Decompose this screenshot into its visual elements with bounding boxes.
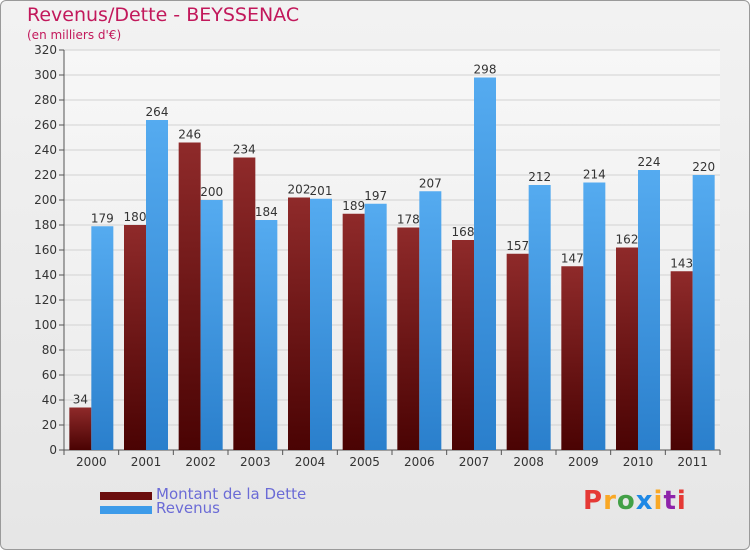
bar-revenus	[255, 220, 278, 450]
bar-revenus	[146, 120, 168, 450]
y-tick-label: 220	[34, 168, 57, 182]
y-tick-label: 140	[34, 268, 57, 282]
x-tick-label: 2007	[459, 455, 490, 469]
bar-revenus	[474, 77, 496, 450]
data-label-revenus: 207	[419, 176, 442, 190]
chart-title: Revenus/Dette - BEYSSENAC	[27, 4, 300, 26]
data-label-revenus: 298	[474, 63, 497, 77]
data-label-dette: 202	[288, 183, 311, 197]
chart-subtitle: (en milliers d'€)	[27, 28, 122, 42]
data-label-dette: 246	[178, 128, 201, 142]
y-tick-label: 280	[34, 93, 57, 107]
y-tick-label: 300	[34, 68, 57, 82]
logo-letter: t	[663, 486, 677, 516]
x-tick-label: 2000	[76, 455, 107, 469]
logo-letter: r	[603, 486, 617, 516]
bar-dette	[233, 157, 256, 450]
bar-revenus	[692, 175, 715, 450]
bar-dette	[397, 227, 420, 450]
bar-revenus	[583, 182, 606, 450]
legend-label-dette: Montant de la Dette	[156, 485, 307, 503]
x-tick-label: 2009	[568, 455, 599, 469]
data-label-revenus: 179	[91, 211, 114, 225]
bar-dette	[670, 271, 693, 450]
bar-dette	[342, 213, 365, 450]
data-label-dette: 168	[452, 225, 475, 239]
legend-label-revenus: Revenus	[156, 499, 220, 517]
bar-revenus	[638, 170, 660, 450]
y-tick-label: 40	[42, 393, 57, 407]
data-label-dette: 162	[616, 233, 639, 247]
x-tick-label: 2003	[240, 455, 271, 469]
data-label-revenus: 264	[146, 105, 169, 119]
logo-letter: i	[653, 486, 664, 516]
bar-revenus	[91, 226, 114, 450]
data-label-dette: 180	[124, 210, 147, 224]
x-tick-label: 2004	[295, 455, 326, 469]
logo-letter: P	[583, 486, 604, 516]
x-tick-label: 2006	[404, 455, 435, 469]
data-label-dette: 147	[561, 251, 584, 265]
data-label-revenus: 220	[692, 160, 715, 174]
y-tick-label: 320	[34, 43, 57, 57]
data-label-dette: 34	[73, 393, 88, 407]
bar-revenus	[310, 198, 332, 450]
bar-dette	[561, 266, 584, 450]
data-label-revenus: 197	[364, 189, 387, 203]
data-label-dette: 234	[233, 143, 256, 157]
data-label-dette: 178	[397, 213, 420, 227]
x-tick-label: 2011	[677, 455, 708, 469]
y-tick-label: 120	[34, 293, 57, 307]
y-tick-label: 260	[34, 118, 57, 132]
bar-dette	[616, 247, 638, 450]
logo-letter: i	[676, 486, 687, 516]
legend-swatch-revenus	[100, 506, 152, 514]
x-tick-label: 2002	[185, 455, 216, 469]
data-label-revenus: 214	[583, 168, 606, 182]
bar-dette	[124, 225, 146, 450]
bar-revenus	[528, 185, 551, 450]
data-label-dette: 157	[506, 239, 529, 253]
x-tick-label: 2008	[513, 455, 544, 469]
bar-dette	[288, 197, 310, 450]
y-tick-label: 80	[42, 343, 57, 357]
y-tick-label: 100	[34, 318, 57, 332]
data-label-dette: 143	[670, 256, 693, 270]
x-tick-label: 2010	[623, 455, 654, 469]
y-tick-label: 180	[34, 218, 57, 232]
y-tick-label: 200	[34, 193, 57, 207]
bar-dette	[452, 240, 474, 450]
bar-revenus	[419, 191, 442, 450]
bar-revenus	[364, 203, 387, 450]
bar-revenus	[200, 200, 223, 450]
y-tick-label: 0	[49, 443, 57, 457]
x-tick-label: 2001	[131, 455, 162, 469]
data-label-revenus: 201	[310, 184, 333, 198]
bar-dette	[506, 253, 529, 450]
y-tick-label: 60	[42, 368, 57, 382]
y-tick-label: 240	[34, 143, 57, 157]
data-label-revenus: 200	[200, 185, 223, 199]
x-tick-label: 2005	[349, 455, 380, 469]
bar-dette	[178, 142, 201, 450]
proxiti-logo: Proxiti	[583, 486, 687, 516]
bar-dette	[69, 407, 92, 450]
data-label-dette: 189	[342, 199, 365, 213]
y-tick-label: 160	[34, 243, 57, 257]
y-tick-label: 20	[42, 418, 57, 432]
data-label-revenus: 224	[638, 155, 661, 169]
data-label-revenus: 212	[528, 170, 551, 184]
data-label-revenus: 184	[255, 205, 278, 219]
legend-swatch-dette	[100, 492, 152, 500]
logo-letter: o	[616, 486, 636, 516]
logo-letter: x	[635, 486, 654, 516]
